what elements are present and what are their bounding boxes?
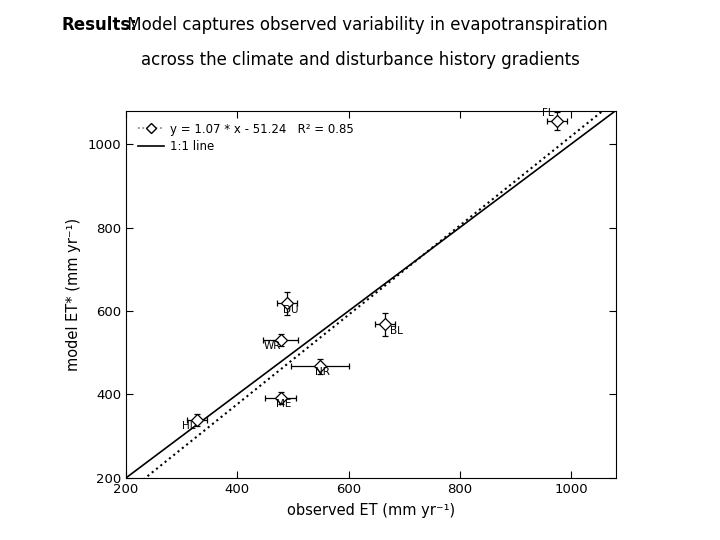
Legend: y = 1.07 * x - 51.24   R² = 0.85, 1:1 line: y = 1.07 * x - 51.24 R² = 0.85, 1:1 line — [132, 117, 359, 159]
Text: HL: HL — [181, 422, 195, 431]
Text: across the climate and disturbance history gradients: across the climate and disturbance histo… — [140, 51, 580, 69]
Text: ME: ME — [276, 399, 292, 409]
Y-axis label: model ET* (mm yr⁻¹): model ET* (mm yr⁻¹) — [66, 218, 81, 371]
Text: WR: WR — [264, 341, 282, 352]
Text: BL: BL — [390, 326, 403, 335]
Text: Results:: Results: — [61, 16, 137, 34]
Text: FL: FL — [541, 108, 553, 118]
X-axis label: observed ET (mm yr⁻¹): observed ET (mm yr⁻¹) — [287, 503, 455, 518]
Text: NR: NR — [315, 367, 330, 377]
Text: DU: DU — [283, 305, 298, 315]
Text: Model captures observed variability in evapotranspiration: Model captures observed variability in e… — [122, 16, 608, 34]
